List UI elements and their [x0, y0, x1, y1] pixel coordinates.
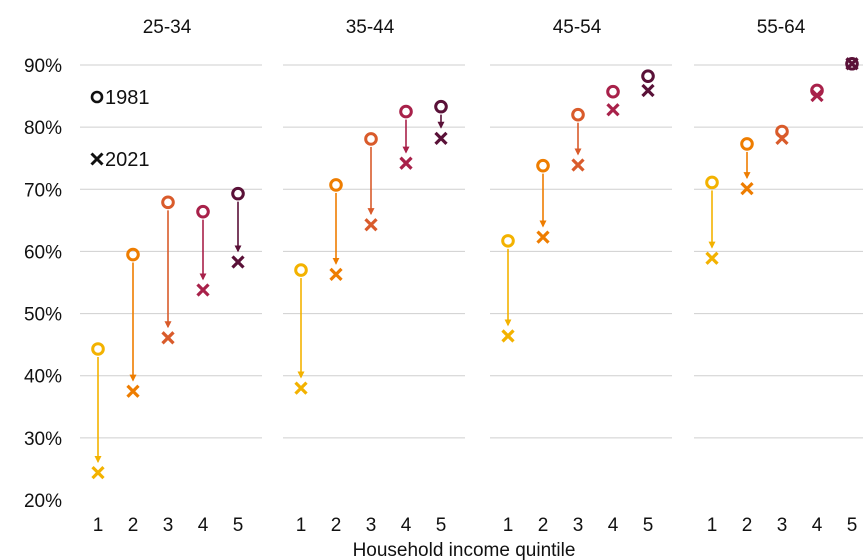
marker-2021	[501, 329, 515, 343]
marker-2021	[705, 251, 719, 265]
marker-1981	[161, 195, 175, 210]
marker-1981	[196, 204, 210, 219]
marker-2021	[810, 88, 824, 103]
y-tick-label: 70%	[24, 180, 62, 201]
marker-1981	[641, 69, 655, 83]
marks-layer	[91, 56, 859, 480]
marker-1981	[434, 99, 448, 114]
x-tick-label: 5	[233, 515, 244, 536]
marker-1981	[845, 56, 859, 71]
x-tick-label: 5	[436, 515, 447, 536]
x-tick-label: 1	[296, 515, 307, 536]
facet-title: 35-44	[346, 17, 395, 38]
marker-2021	[364, 218, 378, 232]
marker-1981	[231, 186, 245, 201]
marker-2021	[434, 131, 448, 145]
x-tick-label: 4	[608, 515, 619, 536]
marker-1981	[364, 132, 378, 146]
marker-2021	[571, 158, 585, 172]
marker-1981	[536, 158, 550, 173]
x-tick-label: 5	[847, 515, 858, 536]
y-tick-label: 50%	[24, 305, 62, 326]
legend-label: 1981	[105, 87, 150, 109]
marker-1981	[329, 178, 343, 192]
marker-1981	[126, 247, 140, 262]
x-tick-label: 3	[777, 515, 788, 536]
marker-1981	[705, 175, 719, 190]
marker-2021	[775, 131, 789, 145]
y-tick-label: 80%	[24, 118, 62, 139]
marker-1981	[501, 234, 515, 248]
marker-2021	[845, 57, 859, 71]
marker-1981	[571, 107, 585, 122]
marker-2021	[641, 83, 655, 98]
y-tick-label: 20%	[24, 491, 62, 512]
y-tick-label: 90%	[24, 56, 62, 77]
grid-layer	[80, 64, 863, 439]
marker-2021	[294, 381, 308, 395]
x-tick-label: 3	[163, 515, 174, 536]
marker-2021	[606, 103, 620, 117]
x-tick-label: 5	[643, 515, 654, 536]
marker-2021	[231, 255, 245, 269]
legend-circle-icon	[90, 90, 104, 104]
y-tick-label: 60%	[24, 242, 62, 263]
marker-1981	[399, 104, 413, 119]
marker-2021	[196, 283, 210, 297]
marker-2021	[740, 182, 754, 196]
marker-2021	[161, 331, 175, 345]
x-tick-label: 1	[93, 515, 104, 536]
x-axis-title: Household income quintile	[353, 540, 576, 560]
x-tick-label: 2	[331, 515, 342, 536]
legend-label: 2021	[105, 149, 150, 171]
x-tick-label: 4	[401, 515, 412, 536]
x-tick-label: 1	[503, 515, 514, 536]
x-tick-label: 4	[198, 515, 209, 536]
marker-1981	[294, 263, 308, 277]
x-tick-label: 3	[366, 515, 377, 536]
facet-title: 45-54	[553, 17, 602, 38]
legend-cross-icon	[90, 152, 104, 166]
marker-2021	[91, 466, 105, 480]
y-tick-label: 30%	[24, 429, 62, 450]
axis-layer: 20% 30% 40% 50% 60% 70% 80% 90% 25-34 1 2 3 4 5 35-44 1…	[24, 17, 857, 536]
facet-title: 25-34	[143, 17, 192, 38]
x-tick-label: 1	[707, 515, 718, 536]
marker-1981	[740, 137, 754, 151]
x-tick-label: 3	[573, 515, 584, 536]
marker-2021	[126, 384, 140, 398]
marker-2021	[329, 267, 343, 282]
marker-1981	[91, 342, 105, 356]
marker-2021	[536, 230, 550, 244]
x-tick-label: 2	[538, 515, 549, 536]
legend: 1981 2021	[90, 87, 150, 171]
x-tick-label: 2	[128, 515, 139, 536]
y-tick-label: 40%	[24, 367, 62, 388]
marker-1981	[606, 84, 620, 99]
facet-title: 55-64	[757, 17, 806, 38]
x-tick-label: 4	[812, 515, 823, 536]
marker-2021	[399, 156, 413, 170]
x-tick-label: 2	[742, 515, 753, 536]
